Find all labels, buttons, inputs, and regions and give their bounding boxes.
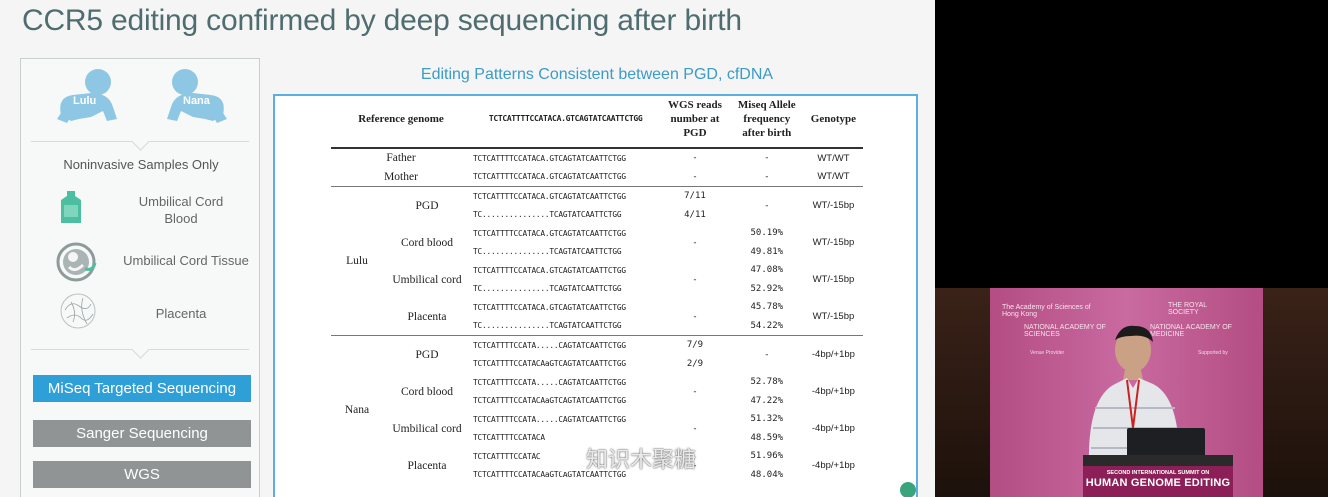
- presentation-slide: CCR5 editing confirmed by deep sequencin…: [0, 0, 935, 497]
- header-miseq: Miseq Allele frequency after birth: [729, 96, 804, 149]
- group-lulu: Lulu: [331, 186, 383, 336]
- header-reference: Reference genome: [331, 96, 472, 149]
- watermark: 知识木聚糖: [552, 442, 696, 474]
- table-row: Umbilical cord TCTCATTTTCCATA.....CAGTAT…: [392, 414, 855, 435]
- backdrop-org3: NATIONAL ACADEMY OF SCIENCES: [1024, 324, 1106, 338]
- group-nana: Nana: [331, 335, 383, 484]
- method-wgs: WGS: [33, 461, 251, 488]
- table-row: TC...............TCAGTATCAATTCTGG 49.81%: [473, 246, 784, 257]
- table-row: TC...............TCAGTATCAATTCTGG 4/11: [473, 209, 706, 220]
- backdrop-org1: The Academy of Sciences of Hong Kong: [1002, 304, 1091, 318]
- corner-logo-icon: [900, 482, 916, 497]
- sample-cord-blood-line1: Umbilical Cord: [138, 194, 224, 209]
- backdrop-supported-label: Supported by: [1198, 350, 1228, 356]
- table-row: Lulu PGD TCTCATTTTCCATACA.GTCAGTATCAATTC…: [331, 186, 863, 336]
- table-row: TCTCATTTTCCATACAaGTCAGTATCAATTCTGG 48.04…: [473, 469, 784, 480]
- baby-name-lulu: Lulu: [73, 95, 97, 107]
- sequencing-table: Reference genome TCTCATTTTCCATACA.GTCAGT…: [331, 96, 863, 484]
- method-miseq: MiSeq Targeted Sequencing: [33, 375, 251, 402]
- table-row: Cord blood TCTCATTTTCCATA.....CAGTATCAAT…: [400, 377, 855, 398]
- table-title: Editing Patterns Consistent between PGD,…: [420, 66, 774, 83]
- sample-panel: Lulu Nana Noninvasive Samples Only Umbil…: [20, 58, 260, 497]
- baby-name-nana: Nana: [183, 95, 210, 107]
- blood-bag-icon: [61, 191, 81, 223]
- table-row: Nana PGD TCTCATTTTCCATA.....CAGTATCAATTC…: [331, 335, 863, 484]
- placenta-icon: [60, 293, 96, 329]
- backdrop-org4: NATIONAL ACADEMY OF MEDICINE: [1150, 324, 1232, 338]
- backdrop-venue-label: Venue Provider: [1030, 350, 1065, 356]
- table-row: TC...............TCAGTATCAATTCTGG 52.92%: [473, 283, 784, 294]
- watermark-text: 知识木聚糖: [586, 447, 697, 472]
- slide-title: CCR5 editing confirmed by deep sequencin…: [22, 4, 742, 37]
- method-sanger: Sanger Sequencing: [33, 420, 251, 447]
- panel-notch-2: [131, 340, 150, 359]
- podium: [1083, 455, 1233, 467]
- header-wgs: WGS reads number at PGD: [660, 96, 730, 149]
- sample-cord-blood-line2: Blood: [164, 211, 198, 226]
- baby-lulu-icon: [57, 69, 117, 123]
- table-row: TCTCATTTTCCATACAaGTCAGTATCAATTCTGG 2/9: [473, 358, 704, 369]
- podium-banner: SECOND INTERNATIONAL SUMMIT ON HUMAN GEN…: [1083, 466, 1233, 497]
- table-row: Placenta TCTCATTTTCCATACA.GTCAGTATCAATTC…: [407, 302, 855, 323]
- header-genotype: Genotype: [803, 96, 863, 149]
- fetus-icon: [56, 242, 97, 282]
- table-row: Umbilical cord TCTCATTTTCCATACA.GTCAGTAT…: [392, 265, 855, 286]
- table-row: Cord blood TCTCATTTTCCATACA.GTCAGTATCAAT…: [400, 228, 855, 249]
- sample-cord-tissue: Umbilical Cord Tissue: [123, 253, 249, 268]
- table-row: TCTCATTTTCCATACAaGTCAGTATCAATTCTGG 47.22…: [473, 395, 784, 406]
- banner-line1: SECOND INTERNATIONAL SUMMIT ON: [1106, 470, 1210, 476]
- header-ref-seq: TCTCATTTTCCATACA.GTCAGTATCAATTCTGG: [471, 96, 661, 149]
- backdrop-org2: THE ROYAL SOCIETY: [1168, 302, 1207, 316]
- panel-notch: [131, 132, 150, 151]
- table-row: TC...............TCAGTATCAATTCTGG 54.22%: [473, 320, 784, 331]
- sample-placenta: Placenta: [155, 306, 207, 321]
- table-row: TCTCATTTTCCATACA 48.59%: [473, 432, 784, 443]
- sample-cord-blood: Umbilical Cord Blood: [121, 193, 241, 227]
- table-row: Placenta TCTCATTTTCCATAC - 51.96% -4bp/+…: [407, 451, 855, 472]
- baby-nana-icon: [167, 69, 227, 123]
- banner-line2: HUMAN GENOME EDITING: [1085, 477, 1231, 489]
- table-row-mother: Mother TCTCATTTTCCATACA.GTCAGTATCAATTCTG…: [384, 170, 850, 183]
- speaker-video: The Academy of Sciences of Hong Kong THE…: [935, 0, 1328, 497]
- weibo-logo-icon: [553, 451, 581, 473]
- noninvasive-label: Noninvasive Samples Only: [63, 157, 219, 172]
- table-header-row: Reference genome TCTCATTTTCCATACA.GTCAGT…: [331, 96, 863, 149]
- table-row-father: Father TCTCATTTTCCATACA.GTCAGTATCAATTCTG…: [386, 152, 850, 165]
